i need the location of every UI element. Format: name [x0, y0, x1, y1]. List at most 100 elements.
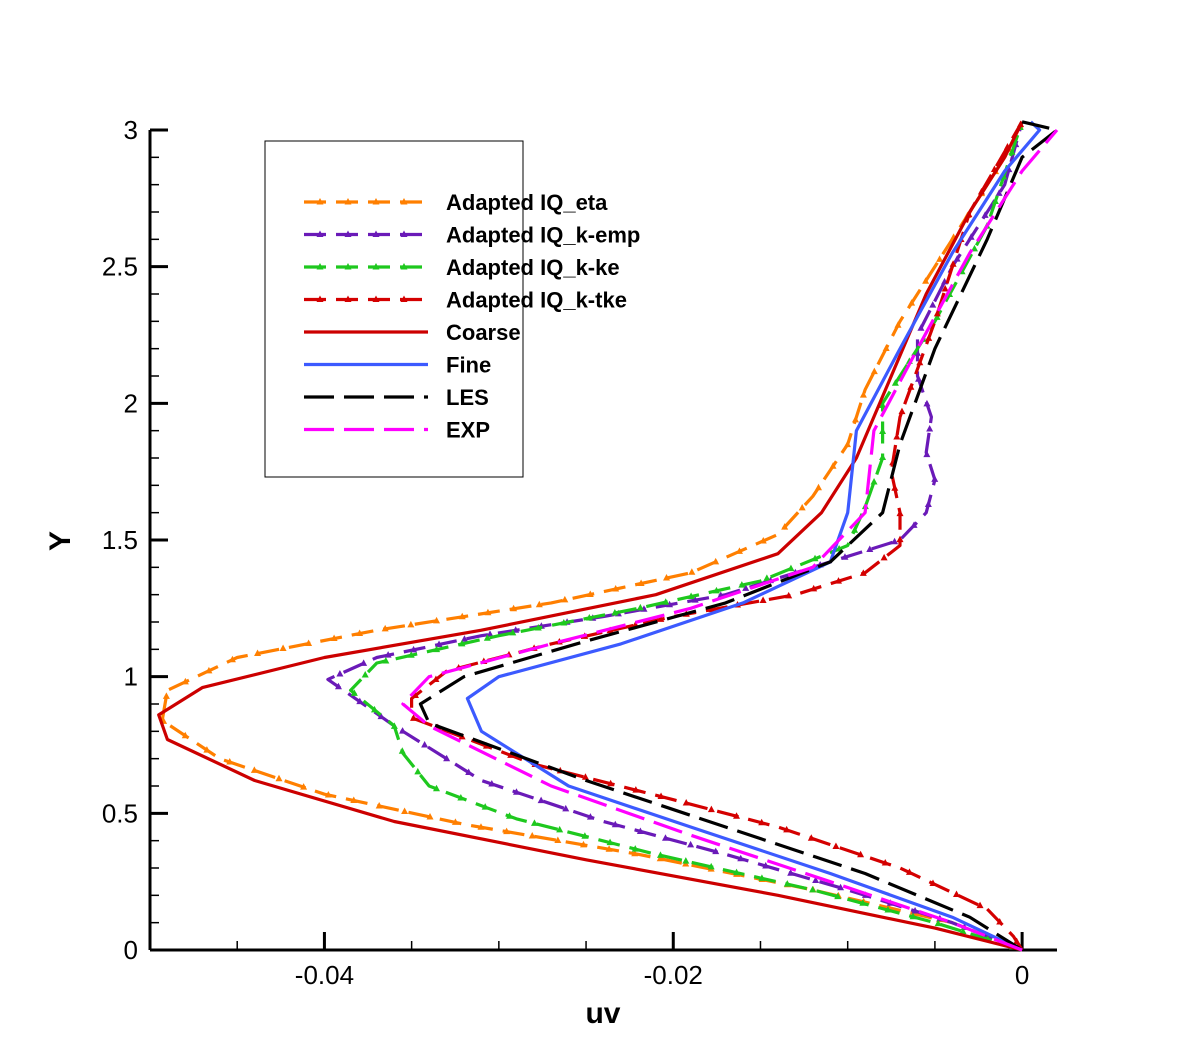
data-point-marker: [682, 857, 690, 864]
data-point-marker: [870, 478, 878, 485]
data-point-marker: [414, 767, 422, 775]
y-tick-label: 2.5: [102, 252, 138, 282]
x-axis-title: uv: [585, 997, 620, 1030]
data-point-marker: [742, 584, 750, 591]
data-point-marker: [662, 598, 670, 605]
data-point-marker: [535, 600, 543, 608]
series-line: [401, 128, 1059, 952]
data-point-marker: [894, 321, 902, 328]
data-point-marker: [443, 754, 451, 762]
data-point-marker: [561, 595, 569, 603]
data-point-marker: [275, 774, 283, 782]
data-point-marker: [350, 689, 358, 696]
data-point-marker: [398, 747, 406, 754]
data-point-marker: [832, 842, 840, 849]
data-point-marker: [687, 592, 695, 600]
data-point-marker: [971, 244, 979, 252]
data-point-marker: [657, 615, 665, 622]
data-point-marker: [279, 644, 287, 652]
data-point-marker: [857, 850, 865, 858]
data-point-marker: [411, 691, 419, 699]
data-point-marker: [656, 851, 664, 858]
data-point-marker: [798, 503, 806, 511]
x-tick-label: 0: [1015, 960, 1029, 990]
legend-marker: [344, 198, 352, 205]
data-point-marker: [870, 367, 878, 375]
data-point-marker: [433, 784, 441, 792]
data-point-marker: [953, 890, 961, 898]
data-point-marker: [763, 574, 771, 581]
plot-series: [157, 120, 1059, 952]
data-point-marker: [484, 608, 492, 616]
data-point-marker: [510, 604, 518, 612]
data-point-marker: [1008, 148, 1016, 155]
data-point-marker: [759, 536, 767, 544]
data-point-marker: [410, 714, 418, 721]
legend-label: Coarse: [446, 320, 521, 345]
data-point-marker: [435, 640, 443, 648]
data-point-marker: [915, 375, 923, 382]
legend-marker: [400, 263, 408, 270]
data-point-marker: [528, 832, 536, 839]
legend-entry: Fine: [304, 353, 491, 378]
data-point-marker: [688, 568, 696, 575]
data-point-marker: [908, 299, 916, 306]
data-point-marker: [661, 834, 669, 841]
data-point-marker: [909, 912, 917, 920]
data-point-marker: [898, 407, 906, 415]
series-line: [465, 120, 1042, 952]
data-point-marker: [611, 608, 619, 616]
data-point-marker: [758, 874, 766, 881]
data-point-marker: [605, 845, 613, 852]
legend-entry: Adapted IQ_k-tke: [304, 288, 627, 313]
data-point-marker: [712, 847, 720, 855]
legend-marker: [372, 230, 380, 237]
data-point-marker: [537, 796, 545, 804]
series-exp: [401, 128, 1059, 952]
y-tick-label: 0.5: [102, 798, 138, 828]
legend-entry: Coarse: [304, 320, 521, 345]
data-point-marker: [967, 233, 975, 240]
y-tick-label: 3: [124, 115, 138, 145]
data-point-marker: [656, 854, 664, 862]
legend-marker: [344, 295, 352, 302]
data-point-marker: [370, 705, 378, 713]
data-point-marker: [879, 401, 887, 409]
data-point-marker: [250, 766, 258, 773]
legend-marker: [316, 295, 324, 302]
data-point-marker: [929, 301, 937, 308]
axes: 0 0.5 1 1.5 2 2.5 3 -0.04 -0.02 0: [102, 115, 1057, 990]
data-point-marker: [407, 651, 415, 658]
data-point-marker: [611, 820, 619, 828]
labels: uv Y: [44, 531, 621, 1030]
data-point-marker: [205, 666, 213, 674]
data-point-marker: [631, 849, 639, 857]
data-point-marker: [712, 586, 720, 594]
data-point-marker: [481, 803, 489, 810]
data-point-marker: [787, 869, 795, 876]
data-point-marker: [382, 656, 390, 664]
data-point-marker: [457, 793, 465, 801]
legend-label: Adapted IQ_k-ke: [446, 255, 620, 280]
y-tick-label: 1.5: [102, 525, 138, 555]
data-point-marker: [460, 635, 468, 642]
data-point-marker: [465, 768, 473, 776]
legend-marker: [372, 295, 380, 302]
data-point-marker: [917, 324, 925, 331]
series-line: [326, 121, 1024, 952]
legend-marker: [344, 263, 352, 270]
data-point-marker: [910, 521, 918, 528]
data-point-marker: [636, 827, 644, 834]
data-point-marker: [762, 862, 770, 869]
legend-label: EXP: [446, 418, 490, 443]
data-point-marker: [879, 453, 887, 461]
legend-label: LES: [446, 385, 489, 410]
legend-entry: LES: [304, 385, 489, 410]
data-point-marker: [637, 579, 645, 586]
data-point-marker: [916, 358, 924, 366]
data-point-marker: [360, 659, 368, 666]
data-point-marker: [399, 727, 407, 734]
data-point-marker: [815, 483, 823, 491]
data-point-marker: [936, 255, 944, 262]
data-point-marker: [933, 309, 941, 317]
